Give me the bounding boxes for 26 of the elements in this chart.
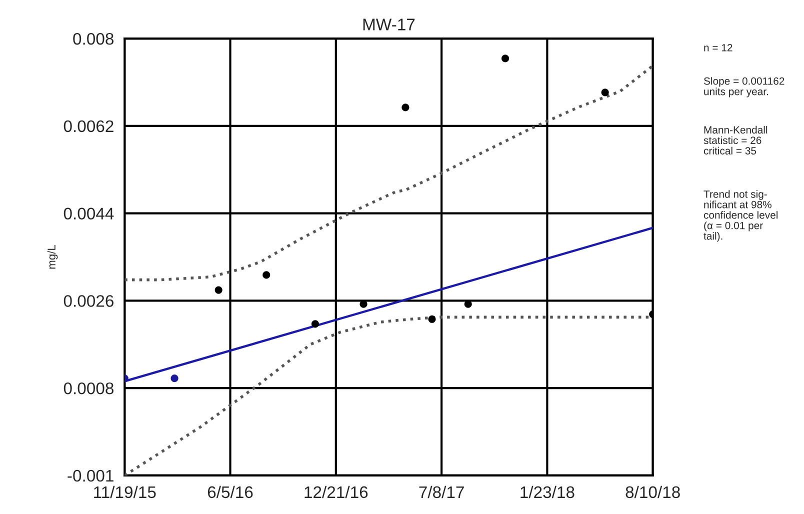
point: [311, 320, 320, 328]
x-tick-label: 12/21/16: [304, 486, 368, 498]
x-tick-label: 7/8/17: [419, 486, 464, 498]
point: [501, 54, 510, 62]
text: Trend not sig- nificant at 98% confidence level (α = 0.01 per tail).: [704, 190, 778, 242]
line-series: [124, 64, 653, 282]
y-tick-label: 0.0062: [64, 120, 114, 132]
y-tick-label: 0.0026: [64, 295, 114, 307]
point: [601, 88, 609, 96]
x-tick-label: 8/10/18: [626, 486, 680, 498]
x-tick-label: 11/19/15: [94, 486, 156, 498]
x-tick-label: 6/5/16: [208, 486, 253, 498]
point: [262, 271, 270, 279]
chart-title: MW-17: [363, 18, 415, 30]
y-axis-title: mg/L: [47, 245, 58, 269]
point: [428, 315, 436, 323]
y-tick-label: 0.0044: [64, 208, 114, 220]
text: n = 12: [704, 44, 732, 52]
point: [402, 104, 410, 112]
point: [214, 286, 222, 294]
y-tick-label: 0.0008: [64, 382, 114, 394]
text: Mann-Kendall statistic = 26 critical = 35: [704, 126, 768, 155]
text: Slope = 0.001162 units per year.: [704, 77, 784, 98]
x-tick-label: 1/23/18: [520, 486, 574, 498]
y-tick-label: 0.008: [73, 32, 114, 45]
y-tick-label: -0.001: [68, 470, 114, 482]
